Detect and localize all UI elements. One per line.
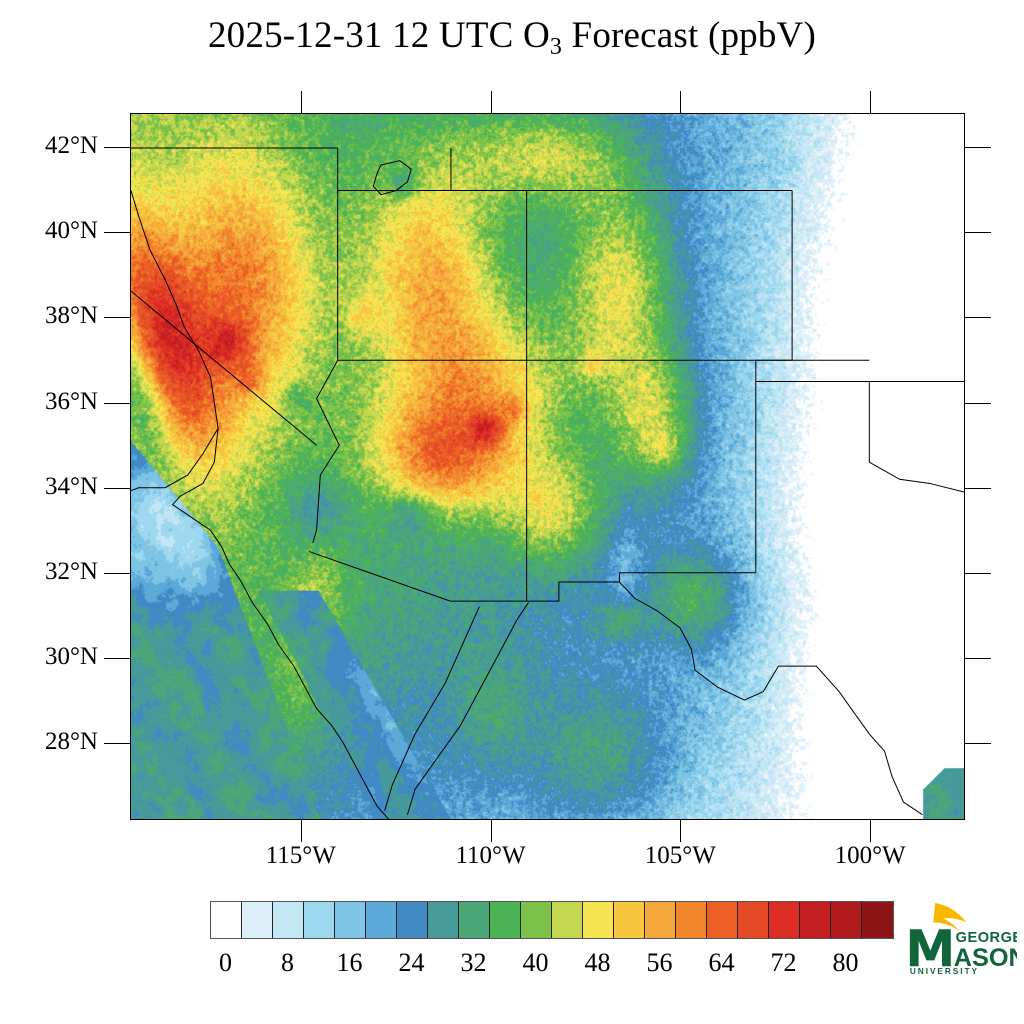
colorbar-tick-label: 16 xyxy=(336,948,363,977)
page-title: 2025-12-31 12 UTC O3 Forecast (ppbV) xyxy=(0,14,1024,60)
latitude-tick-mark xyxy=(104,487,130,489)
map-boundary-line xyxy=(131,190,219,492)
colorbar-swatch[interactable] xyxy=(831,902,862,938)
latitude-tick-mark xyxy=(104,232,130,234)
colorbar-swatch[interactable] xyxy=(521,902,552,938)
title-subscript: 3 xyxy=(549,34,563,60)
colorbar-swatch[interactable] xyxy=(583,902,614,938)
svg-text:UNIVERSITY: UNIVERSITY xyxy=(910,967,979,975)
colorbar-tick-label: 8 xyxy=(281,948,294,977)
colorbar-swatch[interactable] xyxy=(645,902,676,938)
colorbar-swatch[interactable] xyxy=(366,902,397,938)
longitude-tick-label: 110°W xyxy=(455,842,526,869)
colorbar-swatch[interactable] xyxy=(769,902,800,938)
longitude-tick-mark xyxy=(870,820,872,842)
longitude-tick-mark-top xyxy=(870,91,872,113)
colorbar-tick-label: 32 xyxy=(460,948,487,977)
map-boundary-line xyxy=(308,550,527,602)
latitude-tick-label: 34°N xyxy=(44,472,98,500)
colorbar-tick-label: 56 xyxy=(646,948,673,977)
latitude-tick-mark xyxy=(104,317,130,319)
ozone-field-canvas xyxy=(131,114,964,819)
colorbar-swatch[interactable] xyxy=(428,902,459,938)
colorbar-swatch[interactable] xyxy=(459,902,490,938)
title-suffix: Forecast (ppbV) xyxy=(562,15,817,56)
colorbar-swatch[interactable] xyxy=(242,902,273,938)
latitude-tick-label: 38°N xyxy=(44,302,98,330)
latitude-tick-mark-right xyxy=(965,487,991,489)
latitude-tick-label: 42°N xyxy=(44,132,98,160)
longitude-tick-mark-top xyxy=(300,91,302,113)
colorbar-tick-label: 48 xyxy=(584,948,611,977)
longitude-tick-label: 115°W xyxy=(265,842,336,869)
map-boundary-line xyxy=(450,148,527,191)
colorbar-swatch[interactable] xyxy=(552,902,583,938)
colorbar-tick-label: 40 xyxy=(522,948,549,977)
colorbar-swatch[interactable] xyxy=(707,902,738,938)
longitude-tick-mark-top xyxy=(680,91,682,113)
map-boundary-line xyxy=(312,360,340,544)
colorbar-tick-label: 72 xyxy=(770,948,797,977)
longitude-tick-mark-top xyxy=(490,91,492,113)
ozone-colorbar[interactable] xyxy=(210,901,894,939)
map-boundary-line xyxy=(526,572,620,602)
svg-text:GEORGE: GEORGE xyxy=(956,930,1017,946)
latitude-tick-mark xyxy=(104,658,130,660)
colorbar-swatch[interactable] xyxy=(614,902,645,938)
latitude-tick-mark-right xyxy=(965,232,991,234)
latitude-tick-mark-right xyxy=(965,572,991,574)
latitude-tick-mark-right xyxy=(965,317,991,319)
ozone-forecast-map[interactable] xyxy=(130,113,965,820)
colorbar-tick-label: 0 xyxy=(219,948,232,977)
gmu-logo: GEORGE ASON UNIVERSITY xyxy=(909,902,1017,975)
map-boundary-line xyxy=(619,581,923,816)
colorbar-swatch[interactable] xyxy=(304,902,335,938)
latitude-tick-label: 40°N xyxy=(44,217,98,245)
colorbar-tick-label: 64 xyxy=(708,948,735,977)
latitude-tick-label: 32°N xyxy=(44,557,98,585)
latitude-tick-label: 36°N xyxy=(44,387,98,415)
map-boundary-line xyxy=(868,381,964,493)
map-boundary-line xyxy=(406,602,529,815)
latitude-tick-label: 30°N xyxy=(44,643,98,671)
latitude-tick-mark xyxy=(104,743,130,745)
map-boundary-line xyxy=(372,160,412,196)
colorbar-swatch[interactable] xyxy=(397,902,428,938)
latitude-tick-mark-right xyxy=(965,743,991,745)
colorbar-swatch[interactable] xyxy=(862,902,893,938)
longitude-tick-mark xyxy=(300,820,302,842)
longitude-tick-mark xyxy=(680,820,682,842)
latitude-tick-mark xyxy=(104,147,130,149)
latitude-tick-mark-right xyxy=(965,147,991,149)
latitude-tick-mark-right xyxy=(965,402,991,404)
colorbar-swatch[interactable] xyxy=(335,902,366,938)
map-boundary-line xyxy=(384,606,480,811)
colorbar-swatch[interactable] xyxy=(738,902,769,938)
longitude-tick-label: 100°W xyxy=(834,842,906,869)
latitude-tick-mark-right xyxy=(965,658,991,660)
title-prefix: 2025-12-31 12 UTC O xyxy=(207,15,550,56)
map-boundary-line xyxy=(171,428,389,819)
map-boundary-line xyxy=(131,290,317,446)
svg-text:ASON: ASON xyxy=(954,944,1017,972)
colorbar-swatch[interactable] xyxy=(490,902,521,938)
latitude-tick-mark xyxy=(104,572,130,574)
map-boundaries-overlay xyxy=(131,147,964,819)
longitude-tick-mark xyxy=(490,820,492,842)
longitude-tick-label: 105°W xyxy=(644,842,716,869)
colorbar-tick-label: 80 xyxy=(832,948,859,977)
latitude-tick-mark xyxy=(104,402,130,404)
colorbar-swatch[interactable] xyxy=(800,902,831,938)
colorbar-swatch[interactable] xyxy=(273,902,304,938)
colorbar-tick-label: 24 xyxy=(398,948,425,977)
latitude-tick-label: 28°N xyxy=(44,728,98,756)
colorbar-swatch[interactable] xyxy=(211,902,242,938)
colorbar-swatch[interactable] xyxy=(676,902,707,938)
